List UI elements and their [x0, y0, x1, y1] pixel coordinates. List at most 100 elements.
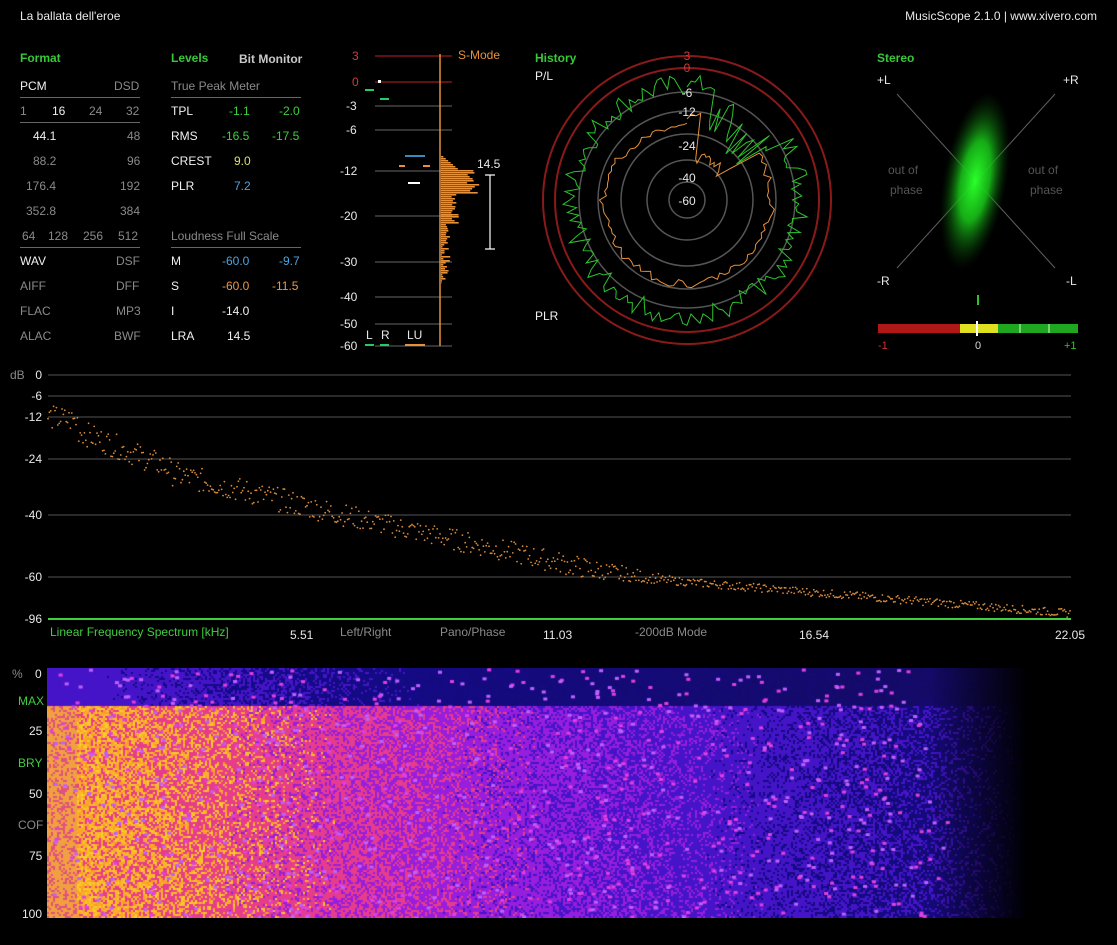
out-of-phase-left-2: phase: [890, 183, 923, 197]
history-ring: [554, 67, 820, 333]
history-radar: 30 -6 -12 -24 -40 -60: [542, 49, 832, 345]
histogram-bar: [441, 246, 443, 248]
minus200db-mode[interactable]: -200dB Mode: [635, 625, 707, 639]
tpl-left: -1.1: [229, 104, 250, 118]
rate-48: 48: [127, 129, 141, 143]
stereo-minus-l: -L: [1066, 274, 1077, 288]
histogram-bar: [441, 166, 456, 168]
histogram-bar: [441, 210, 453, 212]
tpl-label: TPL: [171, 104, 194, 118]
spec-tick-50: 50: [29, 787, 43, 801]
histogram-bar: [441, 188, 473, 190]
plr-value: 7.2: [234, 179, 251, 193]
dsd-128: 128: [48, 229, 69, 243]
spectrum-title: Linear Frequency Spectrum [kHz]: [50, 625, 229, 639]
m-right: -9.7: [279, 254, 300, 268]
channel-r: R: [381, 328, 390, 342]
meter-tick: -20: [340, 209, 358, 223]
s-mode-label[interactable]: S-Mode: [458, 48, 500, 62]
histogram-bar: [441, 206, 456, 208]
histogram-bar: [441, 184, 480, 186]
bit-depth-24: 24: [89, 104, 103, 118]
stereo-cloud: [939, 92, 1011, 270]
frequency-spectrum: 0 -6 -12 -24 -40 -60 -96 dB Linear Frequency S…: [10, 368, 1085, 642]
pano-phase-mode[interactable]: Pano/Phase: [440, 625, 506, 639]
meter-tick: 3: [352, 49, 359, 63]
histogram-bar: [441, 222, 459, 224]
history-heading: History: [535, 51, 577, 65]
history-ring-label: 3: [684, 49, 691, 63]
histogram-bar: [441, 202, 457, 204]
rate-88: 88.2: [33, 154, 57, 168]
histogram-bar: [441, 230, 449, 232]
meter-tick: -60: [340, 339, 358, 353]
m-label: M: [171, 254, 181, 268]
histogram-bar: [441, 162, 451, 164]
history-ring-label: -6: [682, 86, 693, 100]
histogram-bar: [441, 256, 451, 258]
histogram-bar: [441, 208, 455, 210]
stereo-plus-r: +R: [1063, 73, 1079, 87]
rms-label: RMS: [171, 129, 198, 143]
meter-tick: -12: [340, 164, 358, 178]
histogram-bar: [441, 212, 452, 214]
histogram-bar: [441, 170, 474, 172]
histogram-bar: [441, 274, 443, 276]
file-flac: FLAC: [20, 304, 51, 318]
histogram-bar: [441, 190, 471, 192]
stereo-plus-l: +L: [877, 73, 891, 87]
history-ring-label: -60: [678, 194, 696, 208]
plr-label: PLR: [171, 179, 195, 193]
rms-right: -17.5: [272, 129, 300, 143]
dsd-256: 256: [83, 229, 104, 243]
spectrum-db-unit: dB: [10, 368, 25, 382]
cof-label[interactable]: COF: [18, 818, 44, 832]
meter-tick: 0: [352, 75, 359, 89]
loudness-histogram: [441, 156, 480, 284]
histogram-bar: [441, 258, 444, 260]
stereo-goniometer: +L +R -R -L out of phase out of phase -1…: [877, 73, 1079, 352]
history-ring: [646, 159, 728, 241]
histogram-bar: [441, 250, 445, 252]
corr-max: +1: [1064, 340, 1077, 352]
meter-tick: -6: [346, 123, 357, 137]
histogram-bar: [441, 268, 446, 270]
file-mp3: MP3: [116, 304, 141, 318]
lra-label: LRA: [171, 329, 195, 343]
max-label[interactable]: MAX: [18, 694, 45, 708]
histogram-bar: [441, 232, 447, 234]
histogram-bar: [441, 200, 453, 202]
bry-label[interactable]: BRY: [18, 756, 43, 770]
histogram-bar: [441, 220, 455, 222]
histogram-bar: [441, 280, 442, 282]
file-bwf: BWF: [114, 329, 141, 343]
histogram-bar: [441, 242, 448, 244]
stereo-heading: Stereo: [877, 51, 915, 65]
histogram-bar: [441, 276, 444, 278]
corr-mid: 0: [975, 340, 981, 352]
histogram-bar: [441, 176, 470, 178]
meter-tick: -40: [340, 290, 358, 304]
histogram-bar: [441, 224, 446, 226]
i-value: -14.0: [222, 304, 250, 318]
histogram-bar: [441, 168, 458, 170]
out-of-phase-right-2: phase: [1030, 183, 1063, 197]
bit-monitor-tab[interactable]: Bit Monitor: [239, 52, 303, 66]
histogram-bar: [441, 156, 444, 158]
dsd-64: 64: [22, 229, 36, 243]
history-ring-label: -12: [678, 105, 696, 119]
history-loudness-trace: [598, 112, 775, 289]
left-right-mode[interactable]: Left/Right: [340, 625, 392, 639]
histogram-bar: [441, 180, 474, 182]
history-plr-label: PLR: [535, 309, 559, 323]
spec-tick-100: 100: [22, 907, 43, 921]
histogram-bar: [441, 174, 468, 176]
app-title: MusicScope 2.1.0 | www.xivero.com: [905, 9, 1097, 23]
history-ring: [597, 110, 777, 290]
file-aiff: AIFF: [20, 279, 46, 293]
histogram-bar: [441, 218, 452, 220]
histogram-bar: [441, 264, 444, 266]
history-ring: [620, 133, 754, 267]
rate-176: 176.4: [26, 179, 57, 193]
history-pl-label: P/L: [535, 69, 554, 83]
